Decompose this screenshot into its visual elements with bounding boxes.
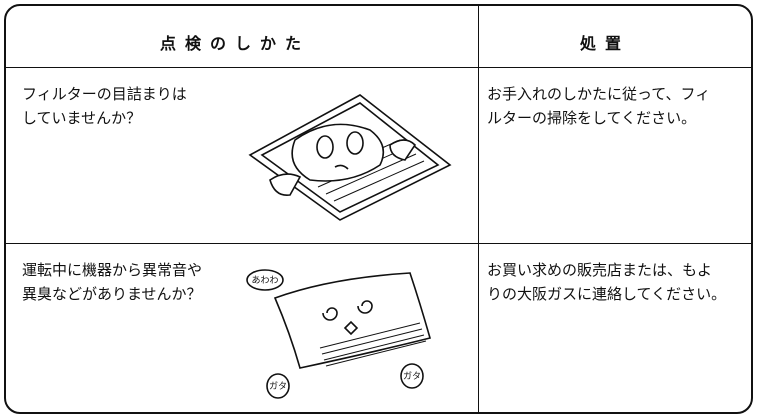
text-line: お手入れのしかたに従って、フィ <box>487 85 711 103</box>
filter-illustration <box>248 94 452 221</box>
action-text: お手入れのしかたに従って、フィ ルターの掃除をしてください。 <box>487 82 710 130</box>
table-frame <box>4 4 753 414</box>
text-line: ルターの掃除をしてください。 <box>487 109 697 127</box>
action-text: お買い求めの販売店または、もよ りの大阪ガスに連絡してください。 <box>487 258 726 306</box>
check-text: 運転中に機器から異常音や 異臭などがありませんか？ <box>22 258 202 306</box>
header-rule <box>5 67 752 68</box>
text-line: 運転中に機器から異常音や <box>22 261 203 279</box>
text-line: フィルターの目詰まりは <box>22 85 187 103</box>
sound-label: ガタ <box>269 381 287 392</box>
row-rule <box>5 243 752 244</box>
column-rule <box>478 5 479 414</box>
text-line: 異臭などがありませんか？ <box>22 285 202 303</box>
header-check: 点検のしかた <box>160 34 311 53</box>
sound-label: あわわ <box>251 275 278 286</box>
check-text: フィルターの目詰まりは していませんか？ <box>22 82 187 130</box>
noise-illustration: あわわ ガタ ガタ <box>246 269 431 399</box>
text-line: していませんか？ <box>22 109 142 127</box>
sound-label: ガタ <box>403 371 421 382</box>
header-action: 処置 <box>580 34 631 53</box>
text-line: りの大阪ガスに連絡してください。 <box>487 285 727 303</box>
text-line: お買い求めの販売店または、もよ <box>487 261 713 279</box>
